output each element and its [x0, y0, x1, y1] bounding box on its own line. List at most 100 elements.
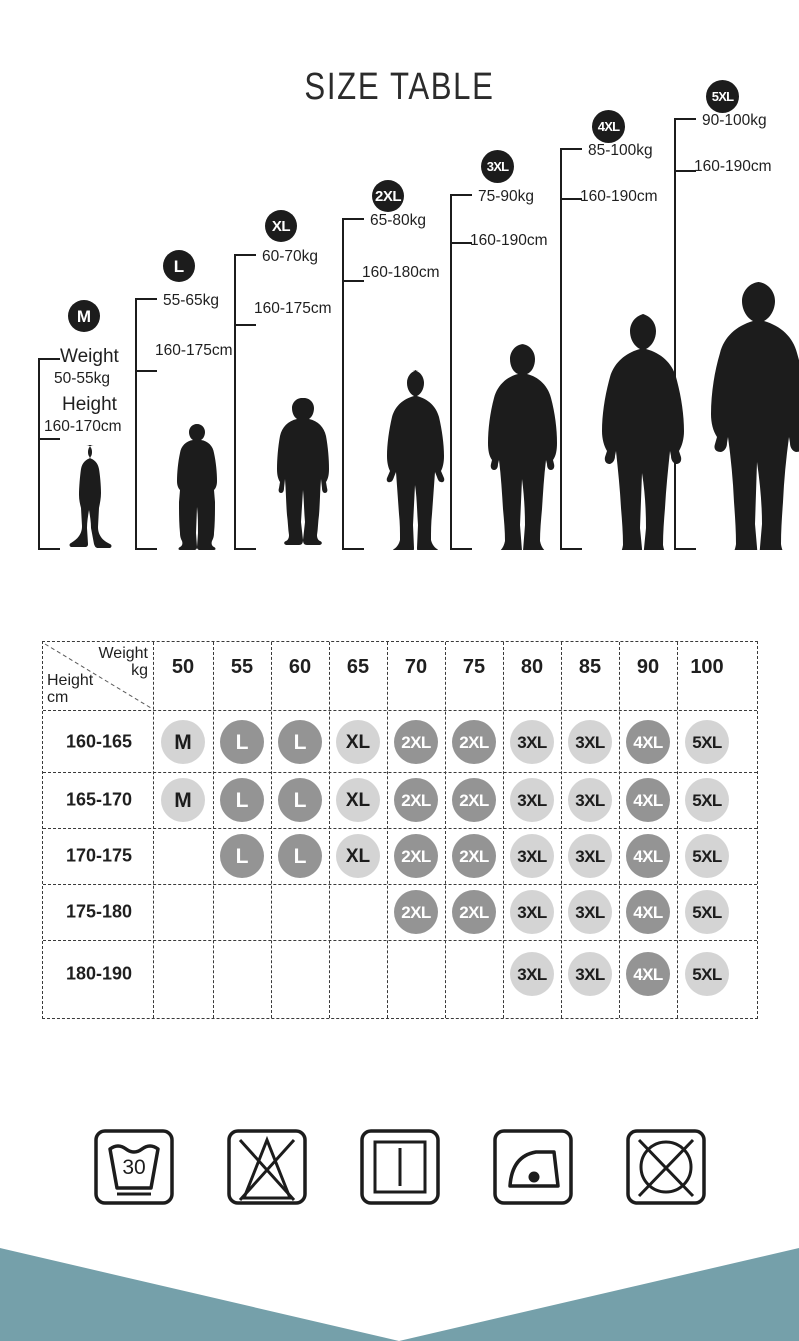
matrix-cell-170-175-60: L: [278, 834, 322, 878]
matrix-cell-170-175-90: 4XL: [626, 834, 670, 878]
do-not-bleach-icon: [226, 1128, 308, 1206]
size-figure-l: L 55-65kg 160-175cm: [133, 250, 263, 550]
wash-temperature-text: 30: [122, 1156, 145, 1179]
bracket-tick-top: [450, 194, 472, 196]
weight-value-2xl: 65-80kg: [370, 212, 427, 229]
column-header-65: 65: [346, 656, 370, 678]
column-header-70: 70: [404, 656, 428, 678]
matrix-cell-170-175-100: 5XL: [685, 834, 729, 878]
matrix-cell-170-175-85: 3XL: [568, 834, 612, 878]
weight-caption-m: Weight: [60, 346, 119, 367]
measure-bracket-xl: [234, 254, 258, 550]
column-header-50: 50: [171, 656, 195, 678]
measure-bracket-l: [135, 298, 159, 550]
grid-vline: [271, 642, 272, 1018]
page-title: SIZE TABLE: [304, 66, 495, 108]
size-badge-3xl: 3XL: [481, 150, 514, 183]
weight-value-4xl: 85-100kg: [588, 142, 653, 159]
column-header-100: 100: [690, 656, 724, 678]
size-matrix-table: Weight kg Height cm 50 55 60 65 70 75 80…: [42, 641, 758, 1019]
matrix-cell-175-180-100: 5XL: [685, 890, 729, 934]
matrix-cell-165-170-65: XL: [336, 778, 380, 822]
matrix-cell-175-180-85: 3XL: [568, 890, 612, 934]
bracket-tick-mid: [38, 438, 60, 440]
bracket-tick-top: [135, 298, 157, 300]
matrix-cell-160-165-55: L: [220, 720, 264, 764]
silhouette-4xl: [592, 312, 692, 550]
column-header-55: 55: [230, 656, 254, 678]
grid-hline: [43, 710, 757, 711]
silhouette-xl: [266, 396, 338, 550]
matrix-cell-175-180-80: 3XL: [510, 890, 554, 934]
silhouette-5xl: [702, 280, 799, 550]
measure-bracket-4xl: [560, 148, 584, 550]
matrix-cell-165-170-60: L: [278, 778, 322, 822]
matrix-cell-160-165-85: 3XL: [568, 720, 612, 764]
row-header-180-190: 180-190: [65, 963, 133, 984]
measure-bracket-m: [38, 358, 62, 550]
bracket-line: [38, 358, 40, 550]
matrix-gridlines: [43, 642, 757, 1018]
size-figure-2xl: 2XL 65-80kg 160-180cm: [340, 180, 490, 550]
size-badge-4xl: 4XL: [592, 110, 625, 143]
column-header-85: 85: [578, 656, 602, 678]
care-symbols-section: 30: [0, 1128, 799, 1228]
matrix-cell-170-175-65: XL: [336, 834, 380, 878]
height-value-l: 160-175cm: [155, 342, 233, 359]
grid-vline: [503, 642, 504, 1018]
iron-low-icon: [492, 1128, 574, 1206]
grid-vline: [387, 642, 388, 1018]
matrix-cell-180-190-85: 3XL: [568, 952, 612, 996]
bracket-tick-top: [38, 358, 60, 360]
grid-vline: [619, 642, 620, 1018]
matrix-cell-175-180-70: 2XL: [394, 890, 438, 934]
row-header-175-180: 175-180: [65, 901, 133, 922]
grid-vline: [445, 642, 446, 1018]
bracket-tick-bottom: [560, 548, 582, 550]
grid-vline: [677, 642, 678, 1018]
matrix-corner-cell: Weight kg Height cm: [43, 642, 153, 710]
column-header-60: 60: [288, 656, 312, 678]
grid-hline: [43, 828, 757, 829]
size-badge-m: M: [68, 300, 100, 332]
measure-bracket-5xl: [674, 118, 698, 550]
height-value-4xl: 160-190cm: [580, 188, 658, 205]
grid-hline: [43, 772, 757, 773]
bracket-tick-bottom: [450, 548, 472, 550]
matrix-cell-160-165-80: 3XL: [510, 720, 554, 764]
weight-value-5xl: 90-100kg: [702, 112, 767, 129]
matrix-cell-170-175-75: 2XL: [452, 834, 496, 878]
bracket-tick-mid: [450, 242, 472, 244]
row-header-170-175: 170-175: [65, 845, 133, 866]
grid-vline: [329, 642, 330, 1018]
matrix-cell-165-170-70: 2XL: [394, 778, 438, 822]
bracket-line: [560, 148, 562, 550]
weight-value-l: 55-65kg: [163, 292, 220, 309]
matrix-cell-170-175-70: 2XL: [394, 834, 438, 878]
bracket-tick-mid: [342, 280, 364, 282]
height-value-2xl: 160-180cm: [362, 264, 440, 281]
matrix-cell-160-165-90: 4XL: [626, 720, 670, 764]
bracket-tick-mid: [135, 370, 157, 372]
weight-value-m: 50-55kg: [54, 370, 111, 387]
grid-vline: [213, 642, 214, 1018]
height-value-xl: 160-175cm: [254, 300, 332, 317]
bracket-line: [674, 118, 676, 550]
matrix-cell-165-170-90: 4XL: [626, 778, 670, 822]
weight-value-xl: 60-70kg: [262, 248, 319, 265]
matrix-cell-180-190-80: 3XL: [510, 952, 554, 996]
matrix-cell-160-165-100: 5XL: [685, 720, 729, 764]
measure-bracket-3xl: [450, 194, 474, 550]
silhouette-3xl: [482, 342, 568, 550]
size-figure-3xl: 3XL 75-90kg 160-190cm: [448, 150, 598, 550]
matrix-cell-160-165-70: 2XL: [394, 720, 438, 764]
column-header-75: 75: [462, 656, 486, 678]
matrix-cell-170-175-80: 3XL: [510, 834, 554, 878]
size-figures-section: M Weight 50-55kg Height 160-170cm L: [0, 80, 799, 550]
row-header-160-165: 160-165: [65, 731, 133, 752]
silhouette-m: [66, 442, 122, 550]
grid-vline: [153, 642, 154, 1018]
matrix-cell-160-165-75: 2XL: [452, 720, 496, 764]
bracket-tick-bottom: [342, 548, 364, 550]
